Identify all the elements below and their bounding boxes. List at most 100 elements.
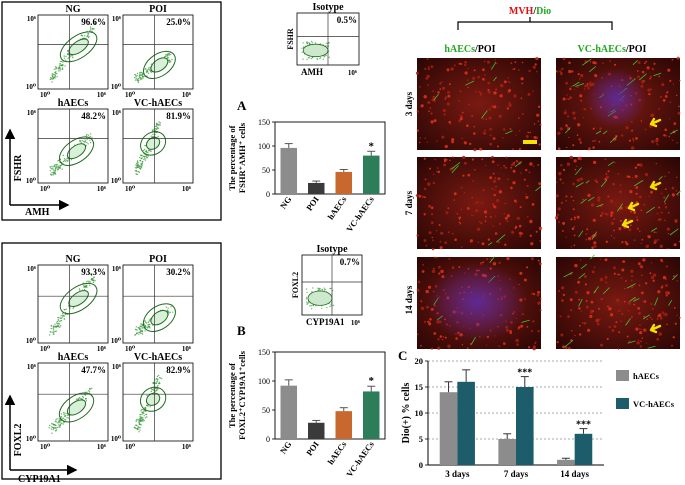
micro-red-speckle: [433, 267, 435, 270]
flow-event-dot: [144, 330, 146, 332]
micro-red-speckle: [538, 143, 541, 146]
micro-red-speckle: [509, 81, 511, 83]
flow-event-dot: [134, 74, 137, 76]
micro-red-speckle: [577, 123, 581, 127]
chart-category-label: hAECs: [325, 439, 348, 467]
micro-red-speckle: [657, 290, 661, 294]
chart-significance: *: [369, 140, 375, 152]
micro-red-speckle: [565, 81, 568, 85]
flow-tick-label: 10⁰: [125, 91, 135, 99]
flow-event-dot: [59, 317, 61, 319]
isotype-event-dot: [307, 302, 310, 304]
flow-event-dot: [59, 426, 61, 428]
micro-red-speckle: [559, 70, 562, 73]
isotype-title: Isotype: [316, 244, 348, 255]
flow-event-dot: [154, 125, 156, 128]
flow-event-dot: [49, 170, 51, 172]
micro-red-speckle: [481, 242, 485, 246]
micro-red-speckle: [650, 262, 653, 264]
micro-red-speckle: [622, 260, 626, 263]
chart-c-bar: [574, 433, 593, 465]
flow-event-dot: [82, 396, 85, 399]
micro-red-speckle: [659, 316, 663, 320]
micro-red-speckle: [621, 241, 624, 244]
micro-red-speckle: [487, 88, 490, 91]
isotype-event-dot: [301, 51, 303, 53]
flow-event-dot: [148, 323, 150, 326]
micro-red-speckle: [538, 262, 542, 266]
chart-ytick-label: 0: [266, 435, 270, 444]
flow-panel-title: POI: [149, 4, 167, 15]
micro-red-speckle: [676, 56, 680, 60]
chart-bar: [335, 171, 352, 194]
flow-event-dot: [70, 55, 72, 57]
micro-red-speckle: [507, 88, 512, 93]
isotype-event-dot: [306, 41, 308, 43]
micro-red-speckle: [569, 96, 572, 100]
micro-red-speckle: [559, 178, 562, 181]
micro-red-speckle: [572, 199, 575, 202]
micro-red-speckle: [471, 114, 473, 117]
micro-red-speckle: [639, 331, 643, 335]
flow-density-core: [66, 399, 87, 416]
micro-red-speckle: [504, 216, 508, 220]
micro-red-speckle: [646, 318, 648, 320]
flow-event-dot: [168, 54, 171, 56]
micro-red-speckle: [438, 265, 441, 269]
chart-category-label: VC-hAECs: [344, 194, 376, 234]
micro-red-speckle: [482, 117, 485, 120]
micro-red-speckle: [489, 142, 493, 146]
micro-red-speckle: [653, 273, 657, 277]
micro-red-speckle: [667, 68, 671, 72]
micro-red-speckle: [471, 197, 473, 199]
chart-frame: [274, 121, 386, 195]
micro-red-speckle: [592, 127, 595, 130]
flow-event-dot: [145, 149, 147, 152]
micro-red-speckle: [533, 123, 536, 125]
flow-event-dot: [152, 388, 154, 390]
flow-event-dot: [65, 160, 67, 163]
micro-red-speckle: [604, 177, 608, 181]
micro-red-speckle: [618, 331, 621, 334]
flow-event-dot: [84, 140, 86, 143]
micro-red-speckle: [576, 178, 580, 182]
micro-red-speckle: [436, 230, 438, 232]
flow-panel-title: POI: [149, 254, 167, 265]
micro-red-speckle: [631, 316, 633, 318]
micro-red-speckle: [533, 136, 537, 139]
micro-red-speckle: [512, 148, 514, 151]
flow-event-dot: [164, 55, 166, 58]
micro-red-speckle: [625, 280, 627, 282]
flow-event-dot: [155, 382, 158, 385]
flow-event-dot: [61, 316, 64, 318]
flow-event-dot: [58, 424, 60, 426]
micro-red-speckle: [515, 160, 519, 163]
micro-red-speckle: [631, 176, 634, 179]
flow-event-dot: [58, 320, 60, 322]
isotype-event-dot: [319, 57, 321, 60]
micro-red-speckle: [532, 320, 535, 323]
flow-event-dot: [141, 78, 143, 80]
micro-red-speckle: [528, 171, 531, 174]
micro-red-speckle: [647, 88, 651, 92]
micro-red-speckle: [420, 300, 423, 303]
flow-event-dot: [146, 404, 148, 406]
flow-density-contour: [142, 50, 176, 80]
micro-red-speckle: [516, 216, 520, 220]
micro-green-signal: [591, 231, 598, 240]
micro-red-speckle: [491, 155, 494, 159]
micro-red-speckle: [658, 206, 661, 209]
isotype-event-dot: [324, 288, 327, 291]
micro-red-speckle: [443, 113, 446, 116]
isotype-event-dot: [311, 290, 313, 293]
micro-red-speckle: [633, 211, 637, 214]
micro-red-speckle: [568, 69, 572, 74]
isotype-event-dot: [328, 42, 330, 44]
micro-red-speckle: [446, 102, 450, 106]
micro-red-speckle: [639, 163, 643, 167]
micro-red-speckle: [580, 310, 583, 312]
flow-event-dot: [84, 394, 87, 396]
flow-event-dot: [149, 319, 151, 321]
flow-event-dot: [92, 280, 95, 282]
micro-green-signal: [451, 162, 461, 170]
